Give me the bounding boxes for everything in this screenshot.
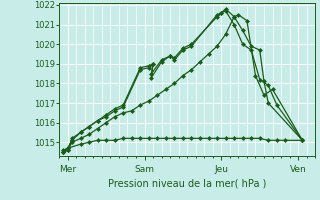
X-axis label: Pression niveau de la mer( hPa ): Pression niveau de la mer( hPa ) (108, 178, 266, 188)
